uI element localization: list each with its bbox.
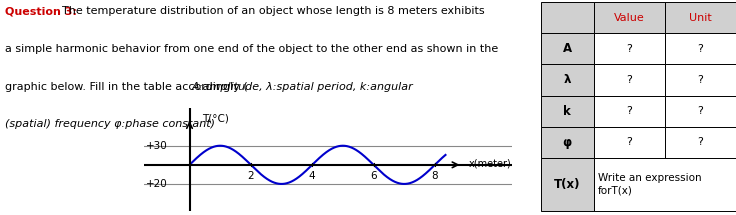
Text: ?: ? (698, 44, 704, 54)
Text: ?: ? (626, 75, 632, 85)
Text: +30: +30 (146, 141, 168, 151)
Text: graphic below. Fill in the table accordingly (: graphic below. Fill in the table accordi… (5, 82, 248, 92)
Text: 4: 4 (309, 170, 316, 181)
Text: λ: λ (564, 74, 571, 86)
Bar (541, 158, 594, 211)
Text: x(meter): x(meter) (469, 159, 512, 169)
Text: T(°C): T(°C) (202, 113, 229, 123)
Bar (594, 2, 665, 33)
Bar (541, 95, 594, 127)
Text: a simple harmonic behavior from one end of the object to the other end as shown : a simple harmonic behavior from one end … (5, 44, 499, 54)
Text: ?: ? (626, 137, 632, 147)
Text: A: A (563, 42, 572, 55)
Bar (594, 127, 665, 158)
Text: ?: ? (626, 106, 632, 116)
Bar (594, 158, 736, 211)
Bar (541, 64, 594, 95)
Bar (541, 33, 594, 64)
Bar (594, 64, 665, 95)
Bar (541, 2, 594, 33)
Bar (665, 95, 736, 127)
Text: +20: +20 (146, 179, 168, 189)
Text: Question 3:: Question 3: (5, 6, 77, 17)
Text: ?: ? (626, 44, 632, 54)
Text: A:amplitude, λ:spatial period, k:angular: A:amplitude, λ:spatial period, k:angular (192, 82, 414, 92)
Text: φ: φ (563, 136, 572, 149)
Bar (665, 2, 736, 33)
Text: k: k (564, 104, 571, 118)
Text: Write an expression
forT(x): Write an expression forT(x) (598, 174, 701, 195)
Text: Value: Value (614, 13, 645, 23)
Bar (665, 33, 736, 64)
Text: The temperature distribution of an object whose length is 8 meters exhibits: The temperature distribution of an objec… (63, 6, 485, 17)
Bar (541, 127, 594, 158)
Text: 2: 2 (247, 170, 254, 181)
Text: Unit: Unit (689, 13, 712, 23)
Text: ?: ? (698, 137, 704, 147)
Text: ?: ? (698, 106, 704, 116)
Bar (665, 127, 736, 158)
Bar (594, 95, 665, 127)
Text: T(x): T(x) (554, 178, 581, 191)
Bar (665, 64, 736, 95)
Bar (594, 33, 665, 64)
Text: 8: 8 (431, 170, 438, 181)
Text: (spatial) frequency φ:phase constant): (spatial) frequency φ:phase constant) (5, 119, 216, 129)
Text: 6: 6 (370, 170, 377, 181)
Text: ?: ? (698, 75, 704, 85)
